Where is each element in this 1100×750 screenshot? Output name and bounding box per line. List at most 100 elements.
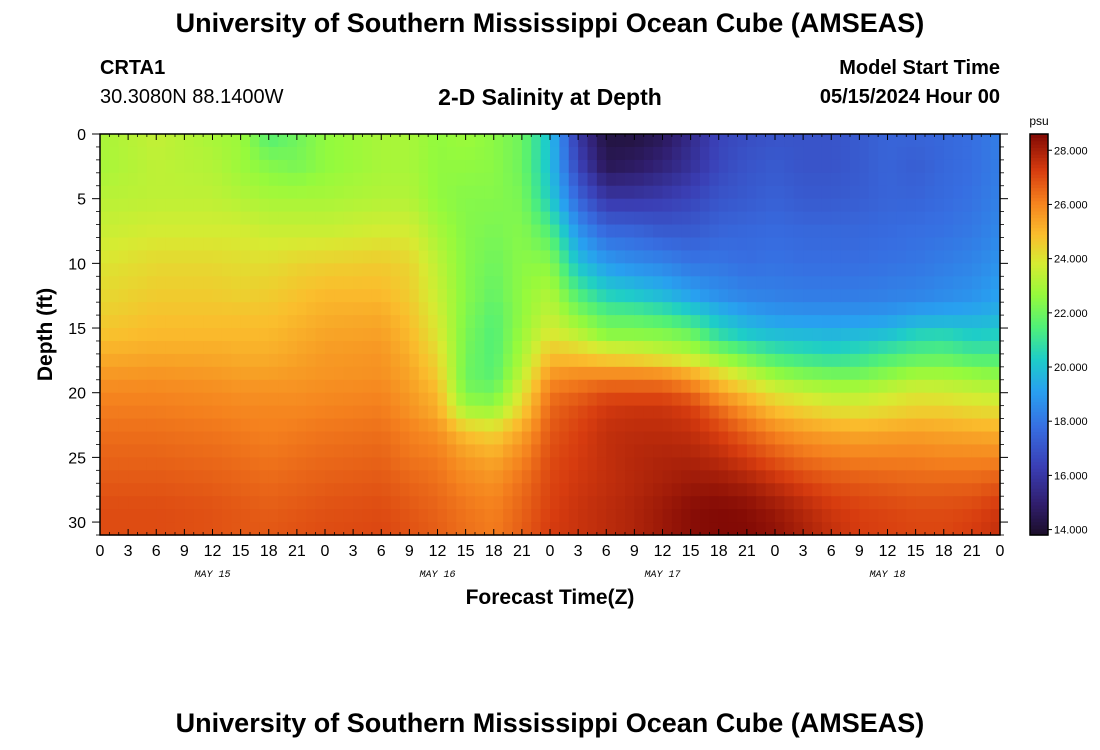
- heatmap-cell: [531, 392, 542, 407]
- heatmap-cell: [615, 172, 626, 187]
- heatmap-cell: [296, 522, 307, 536]
- heatmap-cell: [231, 340, 242, 355]
- heatmap-cell: [484, 146, 495, 161]
- heatmap-cell: [662, 470, 673, 484]
- heatmap-cell: [118, 353, 129, 368]
- heatmap-cell: [821, 496, 832, 510]
- heatmap-cell: [821, 134, 832, 148]
- heatmap-cell: [381, 353, 392, 368]
- heatmap-cell: [240, 470, 251, 484]
- colorbar-tick-label: 14.000: [1054, 525, 1088, 537]
- heatmap-cell: [268, 146, 279, 161]
- heatmap-cell: [953, 289, 964, 303]
- heatmap-cell: [653, 289, 664, 303]
- heatmap-cell: [840, 302, 851, 316]
- colorbar-band: [1030, 414, 1048, 419]
- heatmap-cell: [146, 392, 157, 407]
- heatmap-cell: [381, 470, 392, 484]
- heatmap-cell: [334, 418, 345, 433]
- heatmap-cell: [531, 496, 542, 510]
- heatmap-cell: [915, 483, 926, 497]
- heatmap-cell: [887, 340, 898, 355]
- heatmap-cell: [100, 444, 110, 458]
- heatmap-cell: [137, 522, 148, 536]
- heatmap-cell: [915, 431, 926, 446]
- heatmap-cell: [850, 379, 860, 394]
- heatmap-cell: [362, 198, 373, 213]
- heatmap-cell: [240, 509, 251, 523]
- heatmap-cell: [362, 418, 373, 433]
- heatmap-cell: [784, 263, 795, 277]
- heatmap-cell: [128, 185, 139, 200]
- heatmap-cell: [503, 444, 514, 458]
- heatmap-cell: [634, 431, 645, 446]
- heatmap-cell: [118, 263, 129, 277]
- heatmap-cell: [718, 418, 729, 433]
- heatmap-cell: [906, 405, 917, 420]
- heatmap-cell: [128, 224, 139, 239]
- colorbar-band: [1030, 341, 1048, 346]
- heatmap-cell: [334, 522, 345, 536]
- heatmap-cell: [325, 328, 335, 342]
- heatmap-cell: [840, 496, 851, 510]
- heatmap-cell: [775, 134, 785, 148]
- heatmap-cell: [550, 418, 560, 433]
- heatmap-cell: [896, 496, 907, 510]
- heatmap-cell: [878, 457, 889, 471]
- heatmap-cell: [240, 418, 251, 433]
- heatmap-cell: [868, 405, 879, 420]
- heatmap-cell: [315, 250, 326, 264]
- heatmap-cell: [878, 340, 889, 355]
- heatmap-cell: [362, 522, 373, 536]
- heatmap-cell: [850, 444, 860, 458]
- heatmap-cell: [981, 302, 992, 316]
- colorbar-band: [1030, 364, 1048, 369]
- heatmap-cell: [690, 250, 701, 264]
- heatmap-cell: [418, 457, 429, 471]
- heatmap-cell: [596, 146, 607, 161]
- heatmap-cell: [475, 340, 485, 355]
- heatmap-cell: [765, 237, 776, 252]
- heatmap-cell: [521, 146, 532, 161]
- heatmap-cell: [390, 340, 401, 355]
- heatmap-cell: [250, 522, 260, 536]
- heatmap-cell: [428, 276, 439, 290]
- heatmap-cell: [559, 496, 570, 510]
- heatmap-cell: [971, 418, 982, 433]
- heatmap-cell: [990, 172, 1001, 187]
- heatmap-cell: [643, 237, 654, 252]
- heatmap-cell: [793, 470, 804, 484]
- heatmap-cell: [353, 237, 364, 252]
- heatmap-cell: [803, 289, 814, 303]
- heatmap-cell: [578, 379, 589, 394]
- heatmap-cell: [400, 496, 410, 510]
- heatmap-cell: [475, 172, 485, 187]
- heatmap-cell: [728, 250, 739, 264]
- heatmap-cell: [193, 340, 204, 355]
- heatmap-cell: [671, 457, 682, 471]
- heatmap-cell: [428, 522, 439, 536]
- heatmap-cell: [850, 224, 860, 239]
- heatmap-cell: [315, 340, 326, 355]
- colorbar-unit: psu: [1029, 114, 1048, 128]
- heatmap-cell: [109, 159, 120, 174]
- heatmap-cell: [221, 134, 232, 148]
- heatmap-cell: [240, 340, 251, 355]
- heatmap-cell: [437, 276, 448, 290]
- heatmap-cell: [278, 509, 289, 523]
- heatmap-cell: [596, 198, 607, 213]
- heatmap-cell: [400, 198, 410, 213]
- main-title: University of Southern Mississippi Ocean…: [175, 8, 925, 38]
- heatmap-cell: [250, 198, 260, 213]
- heatmap-cell: [821, 328, 832, 342]
- heatmap-cell: [925, 418, 935, 433]
- heatmap-cell: [690, 237, 701, 252]
- heatmap-cell: [587, 340, 598, 355]
- heatmap-cell: [418, 211, 429, 226]
- x-tick-label: 12: [204, 543, 222, 560]
- heatmap-cell: [971, 457, 982, 471]
- heatmap-cell: [681, 302, 692, 316]
- heatmap-cell: [484, 340, 495, 355]
- heatmap-cell: [118, 392, 129, 407]
- heatmap-cell: [878, 496, 889, 510]
